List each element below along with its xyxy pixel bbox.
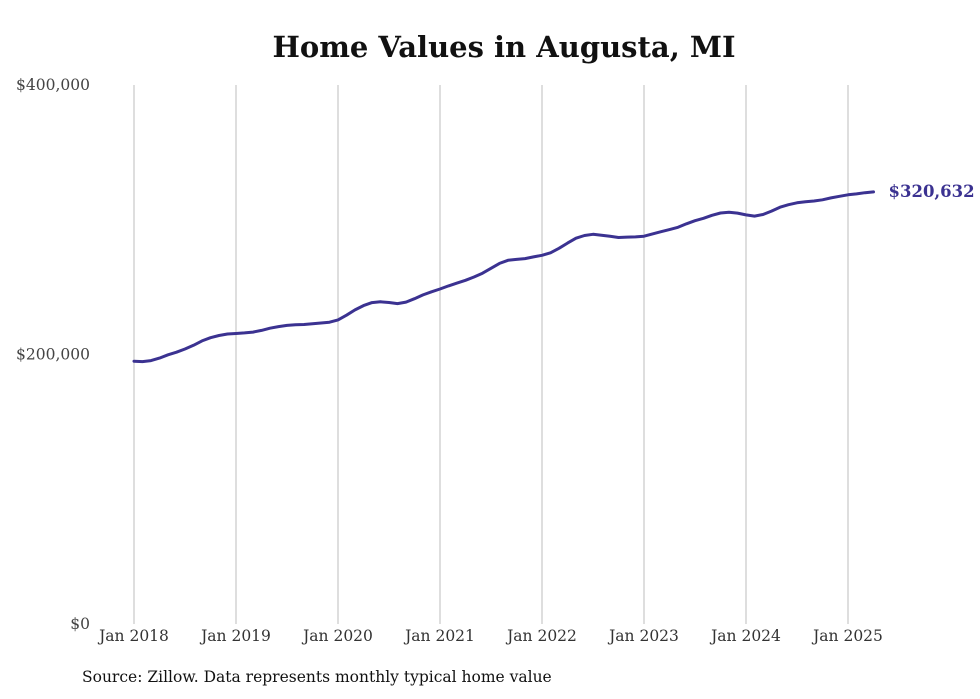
series-layer (132, 190, 875, 364)
x-tick-label: Jan 2020 (301, 627, 373, 645)
x-tick-label: Jan 2025 (811, 627, 883, 645)
x-tick-label: Jan 2024 (709, 627, 781, 645)
end-value-label: $320,632 (889, 182, 975, 201)
gridlines (133, 85, 849, 624)
y-axis-ticks: $0 $200,000 $400,000 (16, 76, 90, 633)
y-tick-label: $400,000 (16, 76, 90, 94)
source-note: Source: Zillow. Data represents monthly … (82, 668, 552, 686)
x-axis-ticks: Jan 2018 Jan 2019 Jan 2020 Jan 2021 Jan 2022… (97, 627, 883, 645)
chart-title: Home Values in Augusta, MI (272, 30, 736, 64)
series-line (132, 190, 875, 364)
end-label-layer: $320,632 (889, 182, 975, 201)
x-tick-label: Jan 2021 (403, 627, 475, 645)
x-tick-label: Jan 2019 (199, 627, 271, 645)
x-tick-label: Jan 2018 (97, 627, 169, 645)
x-tick-label: Jan 2023 (607, 627, 679, 645)
y-tick-label: $0 (70, 615, 90, 633)
x-tick-label: Jan 2022 (505, 627, 577, 645)
y-tick-label: $200,000 (16, 346, 90, 364)
